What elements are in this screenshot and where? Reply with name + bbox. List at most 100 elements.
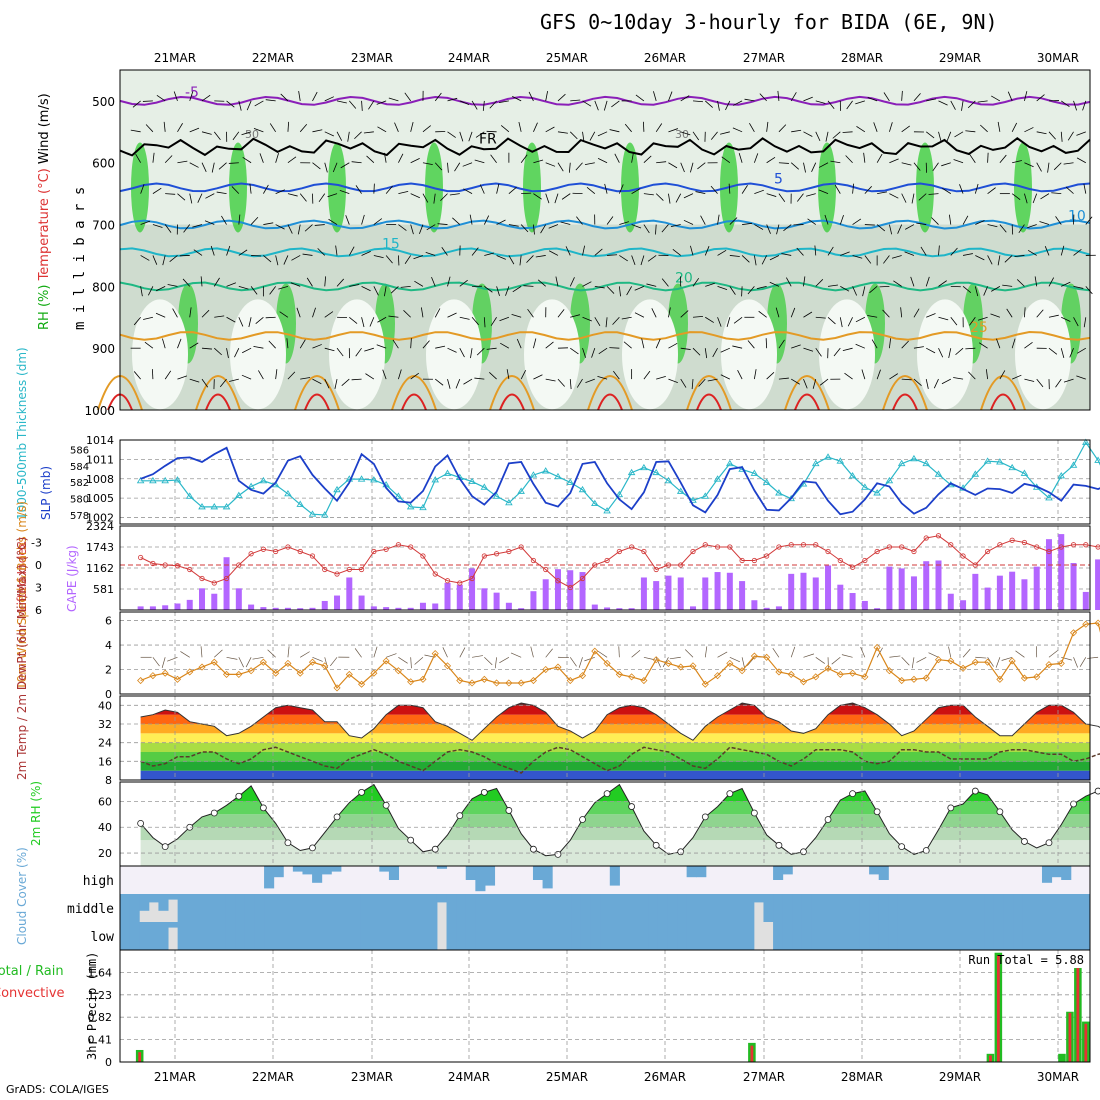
cape-bar [923,561,930,610]
li-marker [211,580,217,586]
wind-barb [786,277,792,287]
wind-barb [680,131,691,136]
wind-barb [1048,277,1055,287]
li-marker [297,548,303,555]
wind10m-marker [836,670,844,678]
slp-tick: 1008 [86,473,114,486]
date-tick-top: 22MAR [252,51,294,65]
wind-barb [533,122,538,132]
wind-barb-10m [200,646,203,658]
li-marker [457,580,463,586]
cloud-cell [686,894,697,922]
rh2m-marker [1045,839,1053,847]
wind-barb [400,285,411,288]
wind-barb [140,220,151,225]
rh-dry-core [1015,299,1071,410]
cloud-cell [532,922,544,950]
wind-barb [483,317,486,328]
wind-barb [1016,279,1025,287]
wind-barb [605,317,608,328]
cloud-cell [436,866,448,869]
isotherm-hot-cell [990,393,1016,411]
cape-bar [763,607,770,610]
cloud-cell [196,922,207,950]
wind-barb [533,338,537,349]
cloud-cell [513,922,524,950]
li-marker [494,551,500,557]
wind-barb [712,347,718,358]
wind-barb [954,131,964,138]
cloud-cell [725,922,736,950]
wind-barb [238,100,242,111]
rh2m-marker [480,788,488,796]
rh-dry-core [132,299,188,410]
wind-barb [275,255,279,266]
cloud-cell [494,922,505,950]
wind-barb [987,224,998,228]
wind-barb-10m [214,649,223,658]
date-tick-top: 21MAR [154,51,196,65]
wind-barb [969,317,976,326]
wind-barb [968,371,976,380]
thickness-marker [811,459,820,467]
wind10m-marker [738,667,746,675]
wind-barb [152,224,163,228]
wind-barb [769,281,780,287]
wind-barb [938,100,948,106]
wind-barb [926,347,936,354]
wind-barb [738,153,743,163]
wind-barb [690,245,694,256]
cloud-cell [955,922,966,950]
thickness-marker [259,476,268,484]
wind-barb [781,253,792,256]
cape-bar [358,595,365,610]
cape-bar [505,602,512,610]
cape-bar [628,608,635,610]
wind-barb [193,249,203,256]
cloud-cell [811,894,822,922]
li-marker [1095,544,1100,550]
wind-barb [950,317,958,326]
wind-barb [959,184,964,194]
thickness-marker [247,482,255,489]
wind-barb [523,285,534,287]
li-marker [960,553,966,559]
panel-frame [119,949,1091,1063]
wind-barb [631,188,641,194]
wind-barb [698,378,706,387]
wind-barb [200,276,203,287]
li-marker [481,553,487,559]
wind-barb [398,255,400,266]
thickness-marker [983,457,992,464]
wind-barb [691,379,694,390]
wind-barb [803,276,806,287]
wind-barb [845,155,853,164]
li-marker [309,553,316,559]
wind10m-marker [370,669,378,677]
panel-frame [119,695,1091,781]
wind-barb [846,100,853,110]
wind-barb [336,347,344,357]
li-marker [592,562,598,568]
wind-barb [349,284,360,287]
wind10m-marker [443,662,452,670]
wind-barb [210,245,215,256]
wind-barb [733,100,743,106]
rh2m-marker [800,848,807,856]
date-tick-top: 24MAR [448,51,490,65]
wind-barb [901,125,911,133]
date-tick-top: 29MAR [939,51,981,65]
wind-barb [737,369,743,380]
thickness-marker [431,476,440,483]
wind-barb-10m [238,657,244,668]
rh2m-marker [898,843,906,851]
li-marker [690,548,696,555]
thickness-marker [1057,472,1066,479]
cape-bar [1033,566,1040,610]
wind-barb [192,224,203,228]
wind-barb [655,193,664,201]
wind-barb [433,193,436,204]
rh2m-marker [628,803,636,810]
wind-barb [242,347,252,354]
cloud-cell [696,894,707,922]
